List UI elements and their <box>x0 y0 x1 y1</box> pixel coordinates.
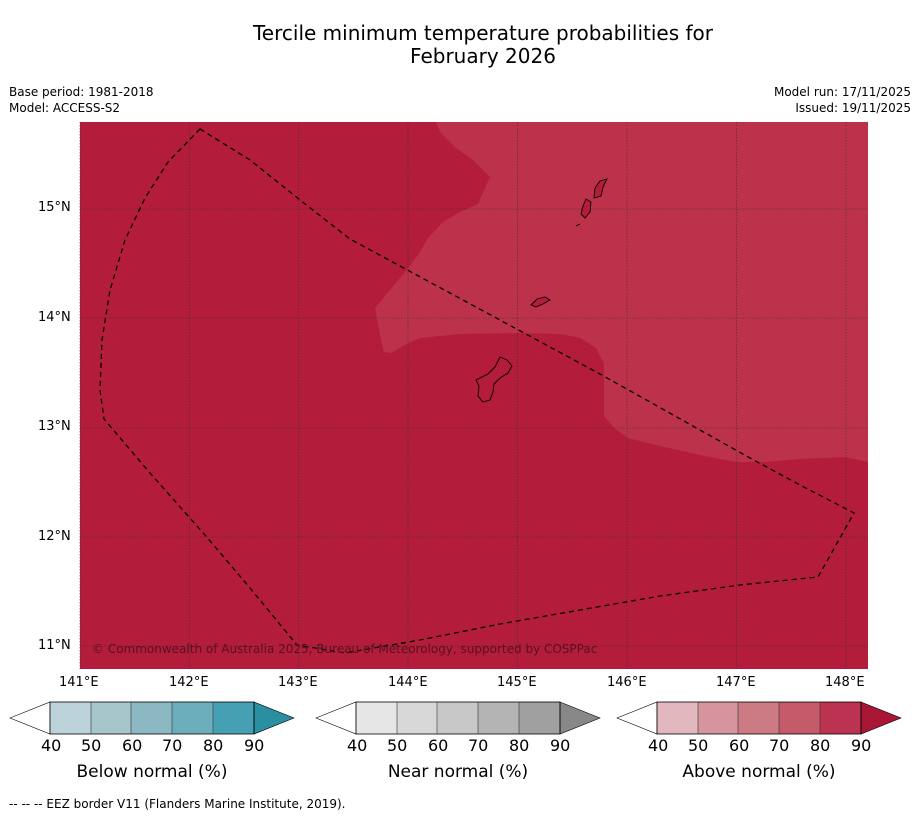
below-swatch-4 <box>172 702 213 734</box>
above-normal-label: Above normal (%) <box>682 762 836 782</box>
copyright-notice: © Commonwealth of Australia 2025, Bureau… <box>92 642 598 656</box>
islands <box>475 178 608 403</box>
meta-left: Base period: 1981-2018 Model: ACCESS-S2 <box>9 84 154 116</box>
issued-date: Issued: 19/11/2025 <box>795 101 911 115</box>
above-swatch-5 <box>820 702 861 734</box>
island-rota <box>530 296 551 308</box>
below-normal-label: Below normal (%) <box>76 762 228 782</box>
above-frame <box>656 701 862 735</box>
below-swatch-6 <box>253 701 295 735</box>
above-swatch-6 <box>860 701 902 735</box>
x-tick-141e: 141°E <box>59 675 99 690</box>
near-swatch-0 <box>315 701 357 735</box>
x-tick-143e: 143°E <box>278 675 318 690</box>
y-tick-14n: 14°N <box>38 310 71 325</box>
island-aguijan <box>575 223 581 227</box>
near-swatch-4 <box>478 702 519 734</box>
near-tick-80: 80 <box>509 736 530 755</box>
x-tick-144e: 144°E <box>388 675 428 690</box>
model-run: Model run: 17/11/2025 <box>773 85 911 99</box>
above-tick-70: 70 <box>769 736 790 755</box>
below-swatch-2 <box>91 702 131 734</box>
below-tick-50: 50 <box>81 736 102 755</box>
near-swatch-3 <box>437 702 478 734</box>
x-tick-145e: 145°E <box>497 675 537 690</box>
below-swatch-1 <box>50 702 91 734</box>
graticule <box>79 122 868 669</box>
below-swatch-3 <box>131 702 172 734</box>
near-tick-40: 40 <box>347 736 368 755</box>
title-line-1: Tercile minimum temperature probabilitie… <box>252 21 714 45</box>
above-tick-60: 60 <box>729 736 750 755</box>
near-tick-50: 50 <box>387 736 408 755</box>
base-period: Base period: 1981-2018 <box>9 85 154 99</box>
near-tick-90: 90 <box>550 736 571 755</box>
near-normal-label: Near normal (%) <box>387 762 529 782</box>
above-tick-80: 80 <box>810 736 831 755</box>
below-tick-60: 60 <box>122 736 143 755</box>
near-swatch-6 <box>559 701 601 735</box>
below-tick-40: 40 <box>41 736 62 755</box>
ocean-light-region <box>375 122 868 462</box>
above-swatch-1 <box>657 702 698 734</box>
model-name: Model: ACCESS-S2 <box>9 101 121 115</box>
near-tick-60: 60 <box>428 736 449 755</box>
island-tinian <box>580 198 592 219</box>
above-tick-40: 40 <box>648 736 669 755</box>
below-frame <box>49 701 255 735</box>
below-swatch-5 <box>213 702 254 734</box>
near-tick-70: 70 <box>468 736 489 755</box>
colorbar-near-normal <box>315 701 601 735</box>
near-frame <box>355 701 561 735</box>
below-tick-90: 90 <box>244 736 265 755</box>
below-swatch-0 <box>9 701 51 735</box>
above-swatch-3 <box>738 702 779 734</box>
x-tick-142e: 142°E <box>169 675 209 690</box>
y-tick-13n: 13°N <box>38 419 71 434</box>
x-tick-147e: 147°E <box>716 675 756 690</box>
near-dividers <box>396 702 520 734</box>
below-tick-70: 70 <box>162 736 183 755</box>
x-tick-146e: 146°E <box>607 675 647 690</box>
title-line-2: February 2026 <box>410 44 556 68</box>
above-swatch-2 <box>698 702 738 734</box>
above-swatch-0 <box>616 701 658 735</box>
eez-legend-note: -- -- -- EEZ border V11 (Flanders Marine… <box>9 797 346 811</box>
below-dividers <box>90 702 214 734</box>
near-swatch-1 <box>356 702 397 734</box>
above-tick-90: 90 <box>851 736 872 755</box>
below-tick-80: 80 <box>203 736 224 755</box>
chart-title: Tercile minimum temperature probabilitie… <box>0 22 919 68</box>
above-dividers <box>697 702 821 734</box>
meta-right: Model run: 17/11/2025 Issued: 19/11/2025 <box>774 84 911 116</box>
y-tick-12n: 12°N <box>38 529 71 544</box>
near-swatch-2 <box>397 702 437 734</box>
colorbar-above-normal <box>616 701 902 735</box>
eez-border <box>99 128 855 654</box>
island-saipan <box>593 178 608 199</box>
near-swatch-5 <box>519 702 560 734</box>
y-tick-15n: 15°N <box>38 200 71 215</box>
y-tick-11n: 11°N <box>38 638 71 653</box>
above-swatch-4 <box>779 702 820 734</box>
above-tick-50: 50 <box>688 736 709 755</box>
x-tick-148e: 148°E <box>825 675 865 690</box>
colorbar-below-normal <box>9 701 295 735</box>
island-guam <box>475 356 513 403</box>
